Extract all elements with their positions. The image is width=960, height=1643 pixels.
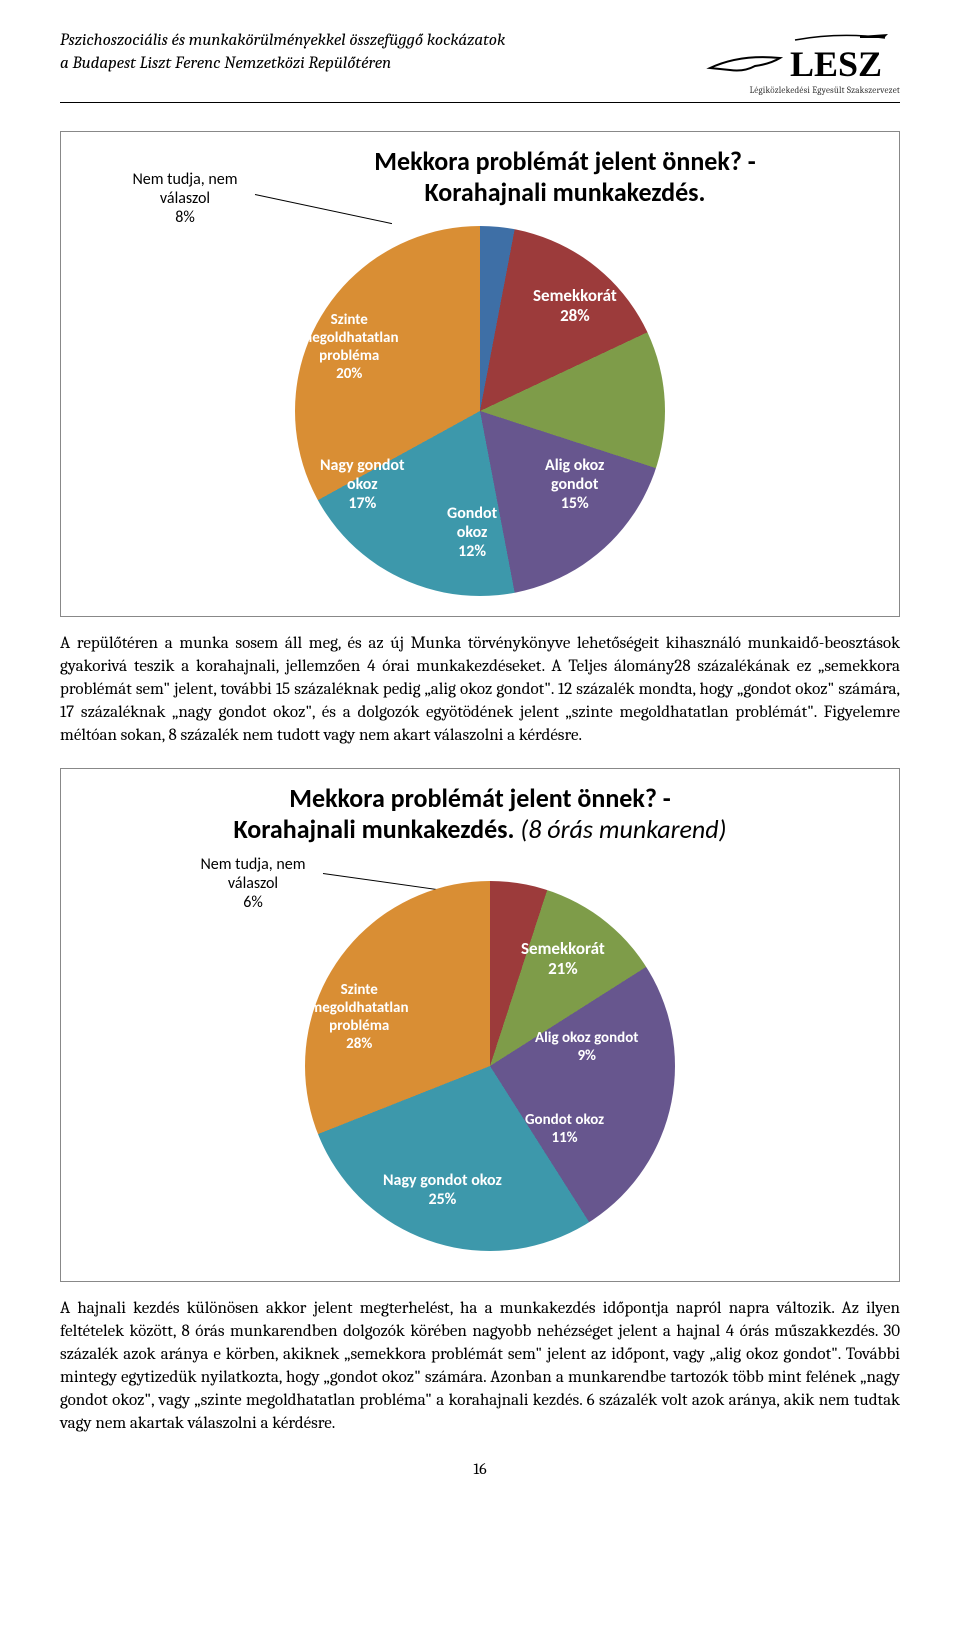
chart-2-callout-l2: válaszol (228, 874, 278, 893)
header-title-block: Pszichoszociális és munkakörülményekkel … (60, 30, 505, 76)
logo-text: LESZ (790, 44, 882, 84)
chart-1-box: Mekkora problémát jelent önnek? - Koraha… (60, 131, 900, 617)
chart-1-title-l1: Mekkora problémát jelent önnek? - (374, 145, 755, 177)
chart-2-title-l2b: (8 órás munkarend) (514, 813, 726, 845)
chart-1-callout-l2: válaszol (160, 189, 210, 208)
logo-caption: Légiközlekedési Egyesült Szakszervezet (700, 86, 900, 96)
page-number: 16 (60, 1460, 900, 1478)
page-header: Pszichoszociális és munkakörülményekkel … (60, 30, 900, 103)
chart-2-callout: Nem tudja, nem válaszol 6% (183, 855, 323, 913)
chart-1-pie (295, 226, 665, 596)
chart-1-title-l2: Korahajnali munkakezdés. (424, 176, 705, 208)
chart-1-title: Mekkora problémát jelent önnek? - Koraha… (285, 146, 845, 208)
chart-1-callout-l3: 8% (175, 208, 195, 227)
chart-1-callout-l1: Nem tudja, nem (132, 170, 237, 189)
chart-2-box: Mekkora problémát jelent önnek? - Koraha… (60, 768, 900, 1282)
header-line-1: Pszichoszociális és munkakörülményekkel … (60, 30, 505, 53)
lesz-logo-icon: LESZ (700, 30, 900, 86)
chart-1-callout: Nem tudja, nem válaszol 8% (115, 170, 255, 228)
logo: LESZ Légiközlekedési Egyesült Szakszerve… (700, 30, 900, 96)
chart-2-callout-l1: Nem tudja, nem (200, 855, 305, 874)
paragraph-1: A repülőtéren a munka sosem áll meg, és … (60, 633, 900, 748)
chart-2-title-l1: Mekkora problémát jelent önnek? - (289, 782, 670, 814)
chart-2-pie (305, 881, 675, 1251)
chart-2-title-l2a: Korahajnali munkakezdés. (233, 813, 514, 845)
chart-2-title: Mekkora problémát jelent önnek? - Koraha… (75, 783, 885, 845)
paragraph-2: A hajnali kezdés különösen akkor jelent … (60, 1298, 900, 1436)
chart-2-callout-l3: 6% (243, 893, 263, 912)
header-line-2: a Budapest Liszt Ferenc Nemzetközi Repül… (60, 53, 505, 76)
